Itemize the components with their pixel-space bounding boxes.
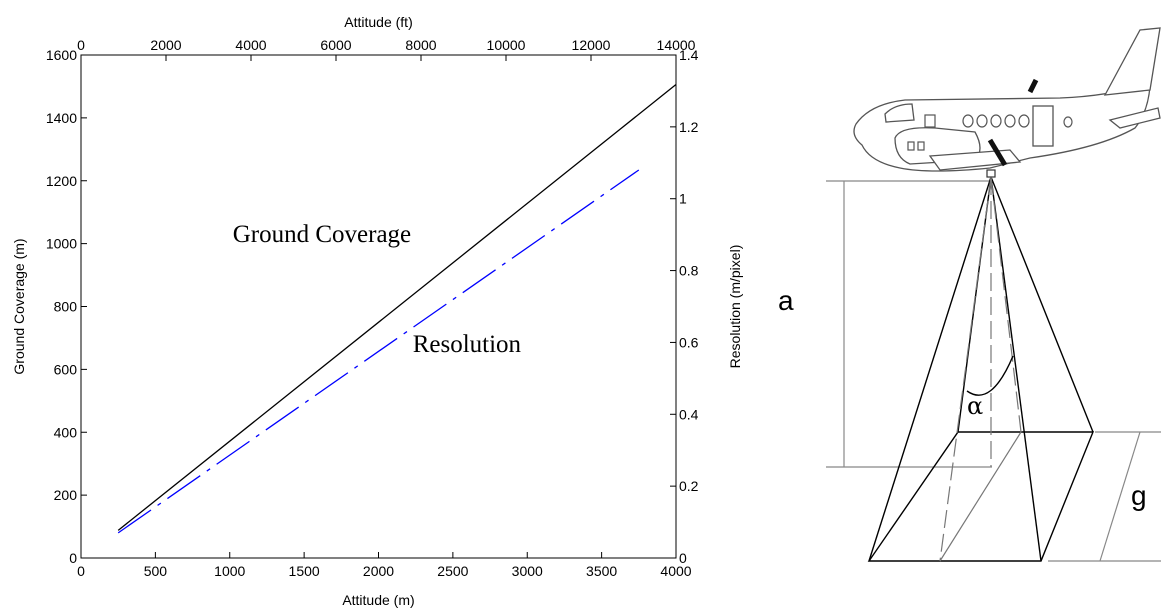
right-axis-label: Resolution (m/pixel) (727, 245, 743, 369)
left-axis-ticks: 0 200 400 600 800 1000 1200 1400 1600 (46, 47, 87, 566)
top-tick-label: 12000 (572, 37, 611, 53)
aircraft-windows (907, 114, 1073, 151)
top-tick-label: 6000 (320, 37, 351, 53)
right-tick-label: 0.6 (679, 334, 699, 350)
right-tick-label: 1 (679, 191, 687, 207)
right-tick-label: 0.2 (679, 478, 699, 494)
series-line-resolution (117, 169, 640, 534)
top-tick-label: 0 (77, 37, 85, 53)
bottom-tick-label: 500 (144, 563, 168, 579)
annotation-resolution: Resolution (413, 331, 522, 358)
left-tick-label: 400 (54, 424, 78, 440)
bottom-axis-ticks: 0 500 1000 1500 2000 2500 3000 3500 4000 (77, 552, 692, 579)
altitude-label: a (778, 285, 794, 316)
top-axis-label: Attitude (ft) (344, 14, 412, 30)
left-tick-label: 1400 (46, 110, 77, 126)
camera-icon (986, 169, 996, 178)
field-of-view-pyramid (867, 176, 1095, 562)
left-tick-label: 800 (54, 299, 78, 315)
ground-dimension (1048, 431, 1161, 562)
series-layer (117, 84, 677, 534)
left-tick-label: 1200 (46, 173, 77, 189)
plot-area-frame (80, 54, 677, 559)
left-tick-label: 600 (54, 361, 78, 377)
right-tick-label: 0.8 (679, 263, 699, 279)
top-tick-label: 4000 (235, 37, 266, 53)
aircraft-icon (853, 27, 1161, 172)
right-axis-ticks: 0 0.2 0.4 0.6 0.8 1 1.2 1.4 (670, 47, 699, 566)
right-tick-label: 1.4 (679, 47, 699, 63)
top-tick-label: 10000 (487, 37, 526, 53)
ground-label: g (1131, 480, 1147, 511)
top-tick-label: 8000 (405, 37, 436, 53)
bottom-tick-label: 1000 (214, 563, 245, 579)
bottom-tick-label: 4000 (660, 563, 691, 579)
left-tick-label: 1000 (46, 236, 77, 252)
left-tick-label: 200 (54, 487, 78, 503)
angle-arc (966, 355, 1014, 396)
pyramid-hidden-edges (939, 176, 1022, 562)
bottom-tick-label: 2500 (437, 563, 468, 579)
bottom-tick-label: 0 (77, 563, 85, 579)
bottom-axis-label: Attitude (m) (342, 592, 414, 608)
bottom-tick-label: 1500 (289, 563, 320, 579)
top-tick-label: 14000 (657, 37, 696, 53)
series-line-ground-coverage (117, 84, 677, 531)
right-tick-label: 0.4 (679, 406, 699, 422)
ground-midline (939, 431, 1022, 562)
top-tick-label: 2000 (150, 37, 181, 53)
left-tick-label: 1600 (46, 47, 77, 63)
aerial-camera-diagram: a g α (778, 27, 1161, 562)
bottom-tick-label: 3000 (512, 563, 543, 579)
bottom-tick-label: 2000 (363, 563, 394, 579)
right-tick-label: 1.2 (679, 119, 699, 135)
chart-figure: 0 2000 4000 6000 8000 10000 12000 14000 0 500 100… (11, 14, 743, 608)
left-tick-label: 0 (69, 550, 77, 566)
right-tick-label: 0 (679, 550, 687, 566)
annotation-ground-coverage: Ground Coverage (233, 221, 411, 248)
angle-label: α (967, 392, 983, 420)
top-axis-ticks: 0 2000 4000 6000 8000 10000 12000 14000 (77, 37, 696, 61)
altitude-dimension (826, 180, 992, 468)
bottom-tick-label: 3500 (586, 563, 617, 579)
left-axis-label: Ground Coverage (m) (11, 238, 27, 374)
